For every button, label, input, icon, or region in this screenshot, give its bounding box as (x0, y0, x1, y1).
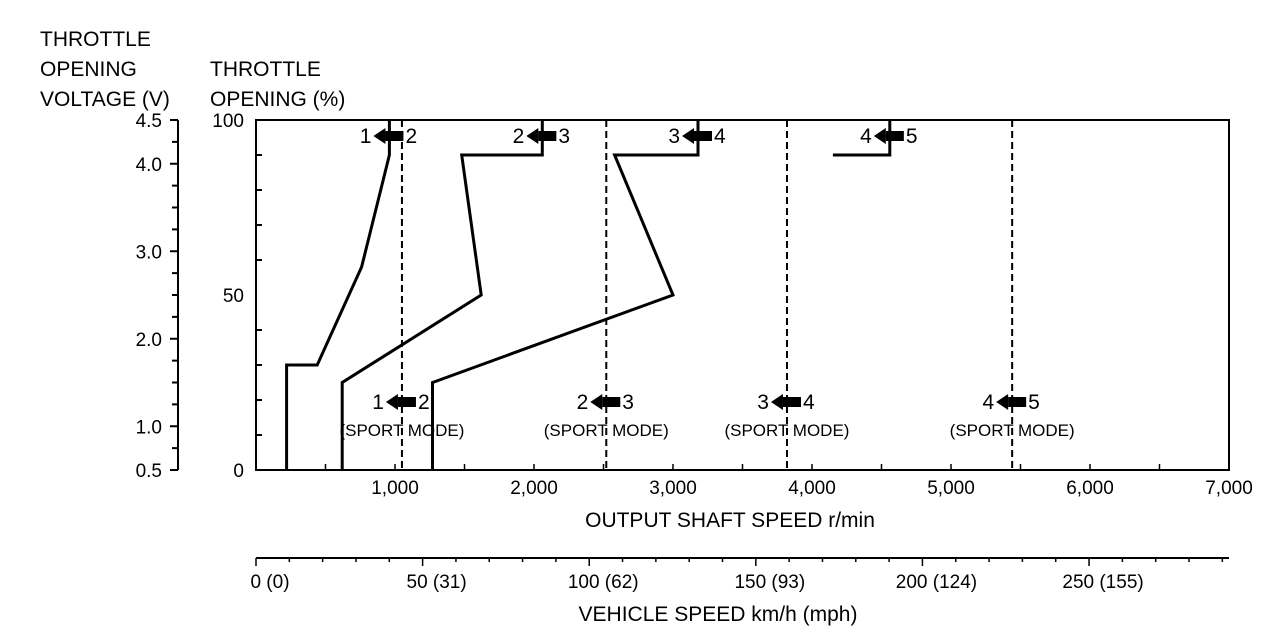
sport-mode-text: (SPORT MODE) (724, 421, 849, 440)
voltage-tick-label: 4.0 (136, 155, 162, 176)
upshift-label-1-2-to: 2 (405, 125, 417, 148)
upshift-label-2-3-to: 3 (558, 125, 570, 148)
speed-tick-label: 200 (124) (896, 572, 977, 593)
shift-line-2-3 (340, 120, 544, 470)
percent-tick-label: 100 (212, 111, 244, 132)
x-tick-label: 5,000 (927, 478, 975, 499)
upshift-label-1-2-from: 1 (360, 125, 372, 148)
upshift-label-2-3-arrow-shaft (538, 131, 557, 141)
sport-mode-label-1-2-arrow-icon (385, 394, 398, 410)
voltage-title-line-3: VOLTAGE (V) (40, 88, 170, 111)
upshift-label-4-5-from: 4 (860, 125, 872, 148)
x-tick-label: 1,000 (371, 478, 419, 499)
upshift-label-2-3-arrow-icon (526, 128, 539, 144)
voltage-title-line-1: THROTTLE (40, 28, 151, 51)
upshift-label-4-5-arrow-shaft (885, 131, 904, 141)
sport-mode-label-4-5-arrow-icon (996, 394, 1009, 410)
sport-mode-label-2-3-to: 3 (622, 391, 634, 414)
sport-mode-label-3-4-to: 4 (803, 391, 815, 414)
voltage-tick-label: 4.5 (136, 111, 162, 132)
percent-tick-label: 0 (233, 461, 244, 482)
sport-mode-label-4-5-arrow-shaft (1008, 397, 1027, 407)
shift-line-3-4 (431, 120, 700, 470)
sport-mode-text: (SPORT MODE) (544, 421, 669, 440)
voltage-axis-title: THROTTLE OPENING VOLTAGE (V) (40, 28, 170, 111)
percent-axis-title: THROTTLE OPENING (%) (210, 58, 345, 111)
voltage-tick-label: 0.5 (136, 461, 162, 482)
x-tick-label: 3,000 (649, 478, 697, 499)
sport-mode-label-3-4-arrow-icon (770, 394, 783, 410)
upshift-label-3-4-arrow-shaft (694, 131, 713, 141)
upshift-label-2-3-from: 2 (513, 125, 525, 148)
sport-mode-label-3-4-from: 3 (757, 391, 769, 414)
sport-mode-label-4-5-to: 5 (1028, 391, 1040, 414)
x-tick-label: 6,000 (1066, 478, 1114, 499)
speed-tick-label: 0 (0) (250, 572, 289, 593)
sport-mode-text: (SPORT MODE) (339, 421, 464, 440)
upshift-label-1-2-arrow-shaft (385, 131, 404, 141)
voltage-tick-label: 3.0 (136, 242, 162, 263)
speed-tick-label: 100 (62) (568, 572, 639, 593)
speed-tick-label: 50 (31) (407, 572, 467, 593)
upshift-label-3-4-arrow-icon (682, 128, 695, 144)
speed-tick-label: 150 (93) (734, 572, 805, 593)
sport-mode-label-1-2-to: 2 (418, 391, 430, 414)
x-tick-label: 7,000 (1205, 478, 1253, 499)
sport-mode-label-1-2-arrow-shaft (397, 397, 416, 407)
sport-mode-label-1-2-from: 1 (372, 391, 384, 414)
sport-mode-label-2-3-from: 2 (577, 391, 589, 414)
upshift-label-3-4-from: 3 (668, 125, 680, 148)
percent-title-line-2: OPENING (%) (210, 88, 345, 111)
sport-mode-label-2-3-arrow-icon (590, 394, 603, 410)
percent-tick-label: 50 (223, 286, 244, 307)
shift-line-1-2 (285, 120, 391, 470)
upshift-label-4-5-to: 5 (906, 125, 918, 148)
sport-mode-label-4-5-from: 4 (982, 391, 994, 414)
upshift-label-1-2-arrow-icon (373, 128, 386, 144)
voltage-tick-label: 2.0 (136, 330, 162, 351)
speed-tick-label: 250 (155) (1062, 572, 1143, 593)
vehicle-speed-axis-label: VEHICLE SPEED km/h (mph) (579, 603, 858, 626)
percent-title-line-1: THROTTLE (210, 58, 321, 81)
sport-mode-label-3-4-arrow-shaft (782, 397, 801, 407)
x-tick-label: 4,000 (788, 478, 836, 499)
upshift-label-3-4-to: 4 (714, 125, 726, 148)
upshift-label-4-5-arrow-icon (873, 128, 886, 144)
x-tick-label: 2,000 (510, 478, 558, 499)
voltage-title-line-2: OPENING (40, 58, 137, 81)
sport-mode-label-2-3-arrow-shaft (602, 397, 621, 407)
x-axis-label: OUTPUT SHAFT SPEED r/min (585, 509, 875, 532)
sport-mode-text: (SPORT MODE) (950, 421, 1075, 440)
chart-marks: 4.5 4.0 3.0 2.0 1.0 0.5 100 50 0 1,000 2,000 3,000 4… (136, 111, 1253, 593)
voltage-tick-label: 1.0 (136, 417, 162, 438)
